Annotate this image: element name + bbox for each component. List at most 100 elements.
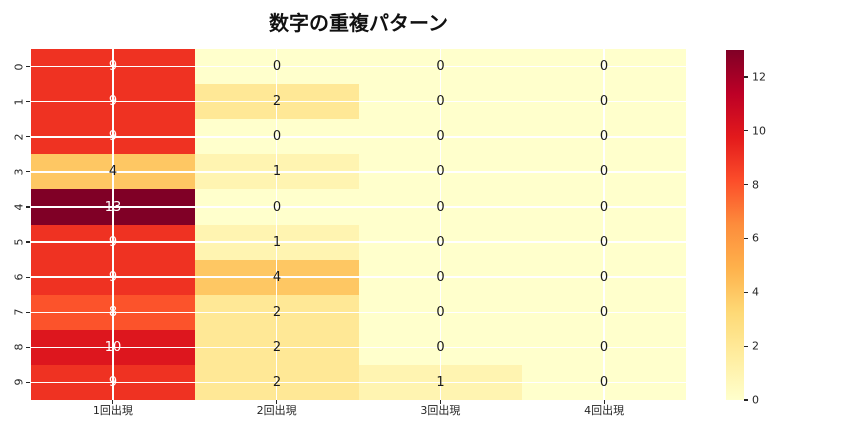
cell-value: 9 [108,235,118,250]
cell-value: 0 [599,375,609,390]
y-tick-label: 1 [12,98,26,106]
colorbar-tick-mark [744,76,748,78]
y-tick-mark [26,136,30,138]
colorbar-tick-mark [744,130,748,132]
x-tick-label: 2回出現 [256,404,297,417]
x-tick-mark [112,400,114,404]
y-tick-label: 8 [12,343,26,351]
grid-line-vertical [275,49,278,400]
colorbar-tick-mark [744,399,748,401]
x-tick-mark [603,400,605,404]
cell-value: 9 [108,94,118,109]
grid-line-horizontal [31,136,686,138]
cell-value: 9 [108,375,118,390]
cell-value: 2 [272,340,282,355]
chart-title: 数字の重複パターン [269,11,448,35]
colorbar-tick-label: 4 [752,285,759,299]
colorbar-tick-mark [744,291,748,293]
cell-value: 0 [436,199,445,215]
colorbar-tick-label: 2 [752,339,759,353]
cell-value: 4 [108,164,118,179]
y-tick-label: 4 [12,203,26,211]
cell-value: 2 [272,94,282,109]
x-tick-label: 3回出現 [420,404,461,417]
colorbar-tick-mark [744,237,748,240]
grid-line-horizontal [31,311,686,313]
x-tick-label: 4回出現 [584,404,625,417]
cell-value: 0 [436,235,445,250]
colorbar-tick-mark [744,184,748,186]
y-tick-label: 5 [12,238,26,246]
colorbar-tick-label: 0 [752,393,759,407]
heatmap-grid: 9 0 0 0 9 2 0 0 9 0 0 0 4 1 0 0 13 0 0 0 9 1 0 0 9 4 0 0 8 2 0 0 10 2 0 0 9 2… [31,49,686,400]
y-tick-mark [26,276,30,278]
cell-value: 8 [108,305,118,320]
cell-value: 0 [272,129,282,144]
cell-value: 2 [272,375,282,390]
cell-value: 1 [272,164,282,179]
y-tick-mark [26,65,30,68]
y-tick-mark [26,171,30,173]
cell-value: 0 [436,164,445,179]
colorbar-tick-mark [744,345,748,347]
y-tick-label: 3 [12,168,26,176]
cell-value: 10 [104,340,122,355]
y-tick-label: 0 [12,63,26,71]
y-tick-label: 2 [12,133,26,141]
y-tick-label: 7 [12,308,26,316]
cell-value: 0 [436,94,445,109]
cell-value: 9 [108,129,118,144]
y-tick-mark [26,381,30,384]
cell-value: 0 [599,305,609,320]
grid-line-horizontal [31,346,686,349]
cell-value: 0 [599,340,609,355]
cell-value: 0 [436,305,445,320]
cell-value: 13 [104,199,122,215]
colorbar-tick-label: 10 [752,124,766,138]
x-tick-label: 1回出現 [92,404,133,417]
y-tick-mark [26,101,30,103]
grid-line-vertical [112,49,114,400]
cell-value: 0 [436,340,445,355]
cell-value: 0 [436,270,445,285]
grid-line-horizontal [31,171,686,173]
cell-value: 0 [436,59,445,74]
cell-value: 0 [599,199,609,215]
cell-value: 1 [272,235,282,250]
colorbar-tick-label: 12 [752,70,766,84]
cell-value: 9 [108,59,118,74]
y-tick-mark [26,206,30,208]
cell-value: 1 [436,375,445,390]
cell-value: 4 [272,270,282,285]
grid-line-vertical [439,49,442,400]
grid-line-horizontal [31,241,686,243]
cell-value: 9 [108,270,118,285]
cell-value: 2 [272,305,282,320]
grid-line-vertical [603,49,605,400]
y-tick-mark [26,311,30,313]
cell-value: 0 [272,199,282,215]
cell-value: 0 [599,164,609,179]
y-tick-label: 9 [12,378,26,386]
colorbar-tick-label: 8 [752,178,759,192]
cell-value: 0 [599,129,609,144]
x-tick-mark [439,400,441,404]
cell-value: 0 [599,94,609,109]
cell-value: 0 [599,235,609,250]
grid-line-horizontal [31,381,686,384]
colorbar-tick-label: 6 [752,231,759,245]
cell-value: 0 [599,59,609,74]
cell-value: 0 [599,270,609,285]
x-tick-mark [276,400,278,404]
cell-value: 0 [436,129,445,144]
y-tick-mark [26,346,30,348]
colorbar [726,50,744,400]
cell-value: 0 [272,59,282,74]
y-tick-mark [26,241,30,243]
grid-line-horizontal [31,100,686,103]
grid-line-horizontal [31,65,686,68]
y-tick-label: 6 [12,273,26,281]
grid-line-horizontal [31,206,686,208]
grid-line-horizontal [31,276,686,278]
